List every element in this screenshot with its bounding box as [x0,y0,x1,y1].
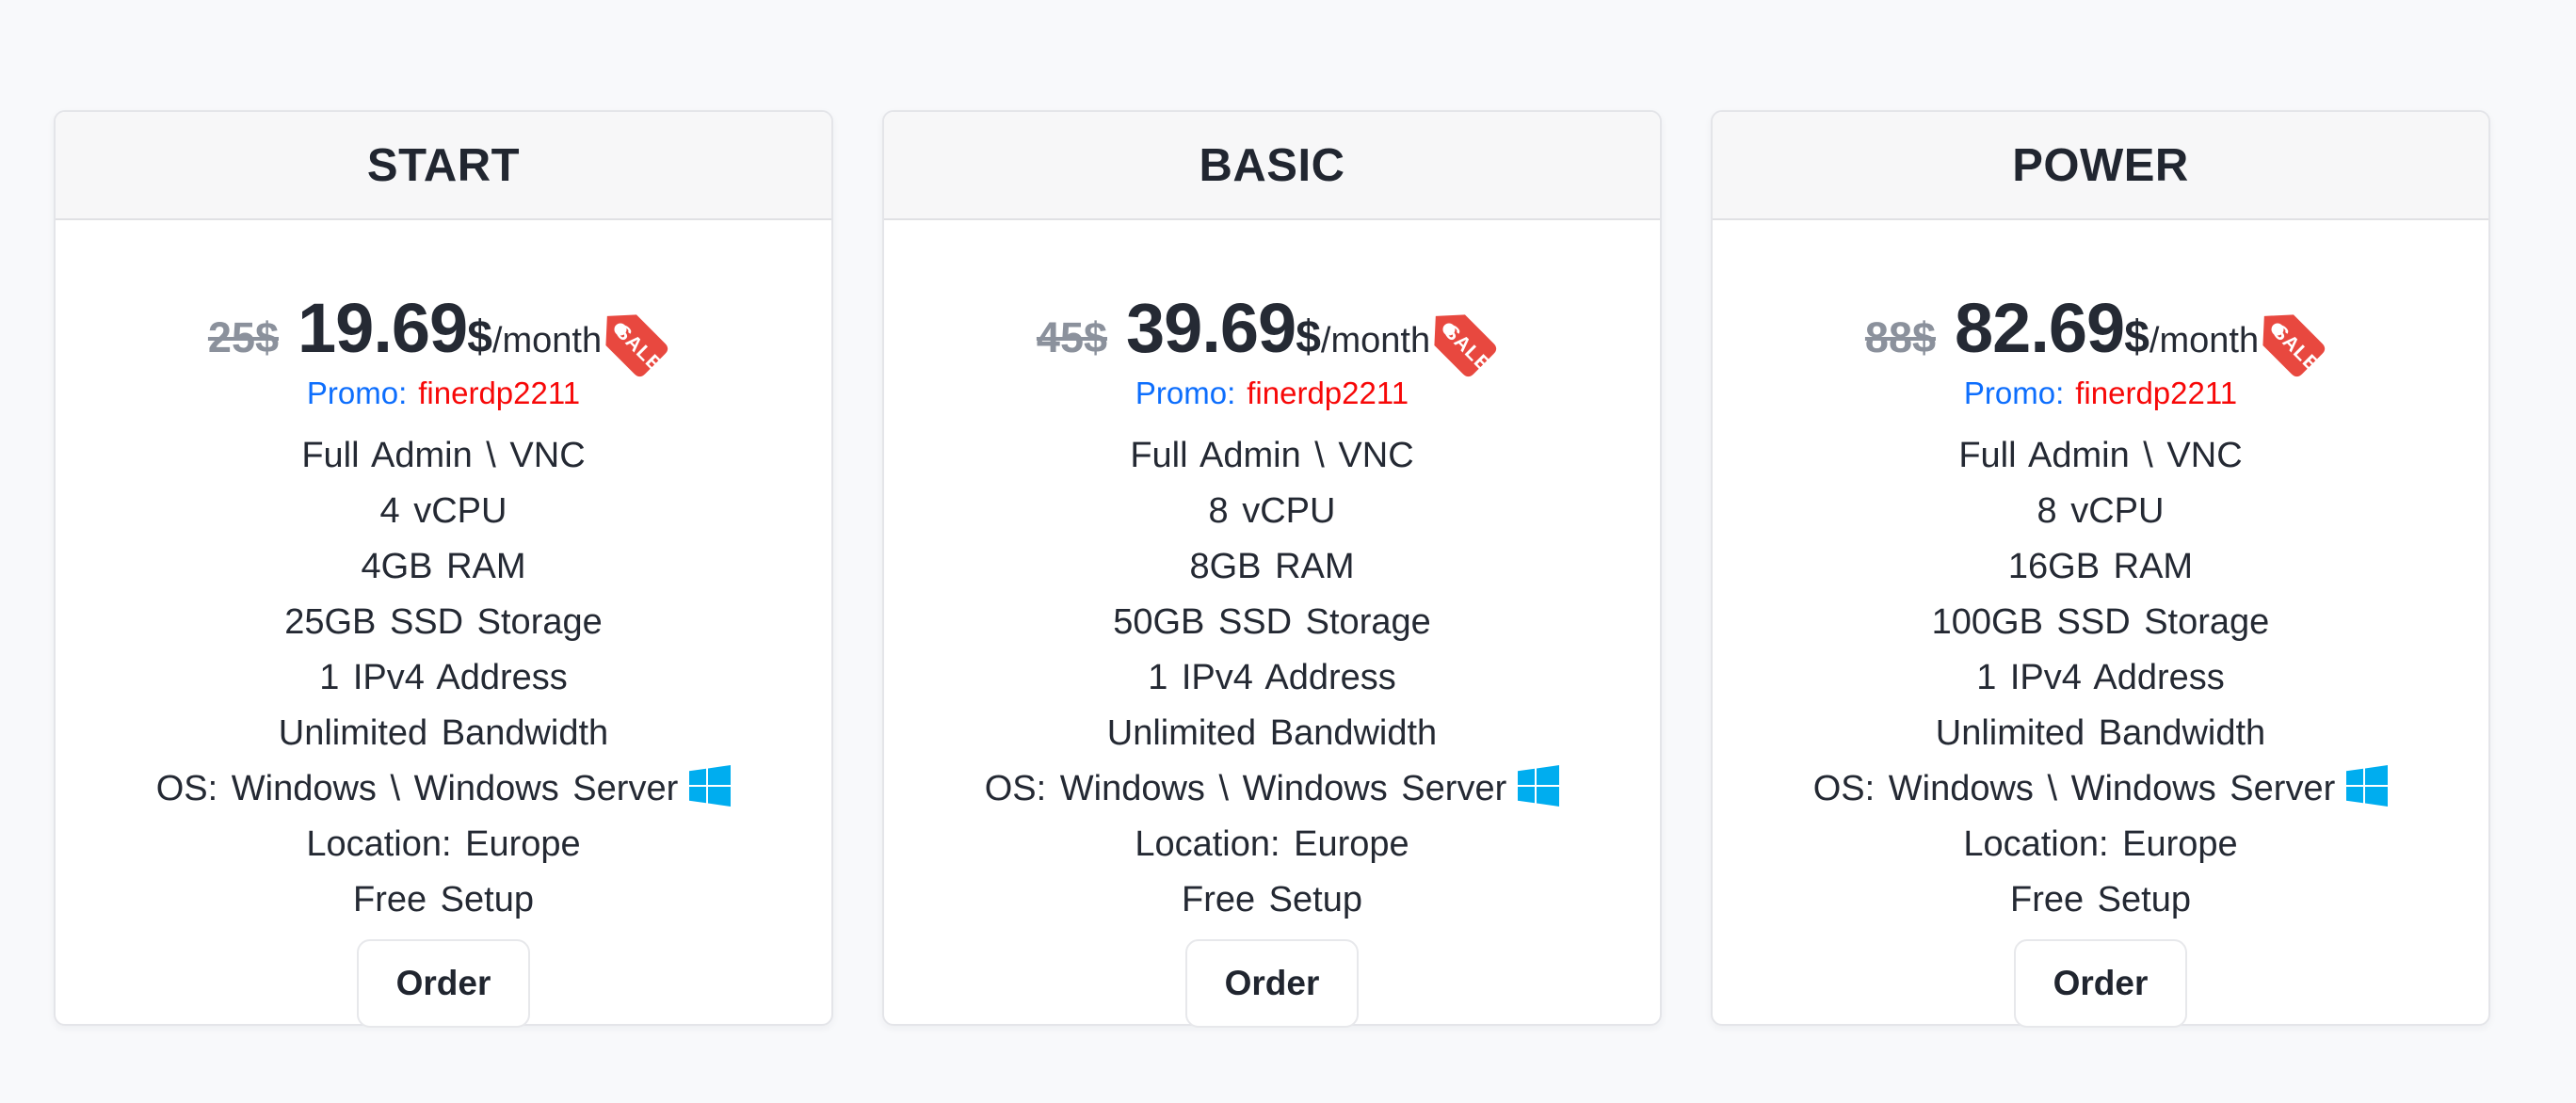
features-list: Full Admin \ VNC 4 vCPU 4GB RAM 25GB SSD… [156,428,732,928]
pricing-cards-row: START 25$ 19.69 $ /month SALE [54,110,2490,1028]
pricing-card-start: START 25$ 19.69 $ /month SALE [54,110,833,1028]
feature-item: Full Admin \ VNC [1130,436,1414,475]
feature-item: 4 vCPU [379,491,507,531]
price-row: 88$ 82.69 $ /month SALE [1864,258,2336,377]
promo-label: Promo: [1135,376,1236,410]
feature-item: Unlimited Bandwidth [278,713,609,753]
price-value: 19.69 [298,289,468,367]
feature-item: Location: Europe [1135,824,1409,864]
price-currency: $ [467,312,492,362]
windows-icon [2346,765,2389,807]
old-price: 45$ [1036,313,1108,361]
feature-item: 50GB SSD Storage [1113,602,1431,642]
promo-code: finerdp2211 [418,376,581,410]
windows-icon [689,765,732,807]
feature-item-os: OS: Windows \ Windows Server [1813,761,2389,817]
sale-tag-icon: SALE [1434,314,1497,377]
plan-title: START [56,112,831,220]
price-period: /month [491,321,603,360]
plan-title: BASIC [884,112,1660,220]
feature-item: 100GB SSD Storage [1931,602,2270,642]
order-button[interactable]: Order [1185,939,1359,1028]
order-button[interactable]: Order [2014,939,2187,1028]
pricing-card-power: POWER 88$ 82.69 $ /month SALE [1711,110,2490,1028]
promo-row: Promo: finerdp2211 [307,376,580,411]
feature-item: 8 vCPU [1208,491,1336,531]
promo-label: Promo: [1963,376,2065,410]
plan-body: 45$ 39.69 $ /month SALE Promo: finerdp221… [884,220,1660,1028]
feature-item: Location: Europe [306,824,581,864]
sale-tag-icon: SALE [605,314,668,377]
price-currency: $ [1296,312,1321,362]
plan-title: POWER [1713,112,2488,220]
promo-label: Promo: [306,376,408,410]
promo-row: Promo: finerdp2211 [1964,376,2237,411]
price-period: /month [1320,321,1431,360]
feature-item: 1 IPv4 Address [1148,658,1396,697]
feature-item: 1 IPv4 Address [319,658,568,697]
promo-row: Promo: finerdp2211 [1135,376,1409,411]
feature-item-os: OS: Windows \ Windows Server [156,761,732,817]
feature-item: Free Setup [352,880,534,919]
feature-item: 8 vCPU [2037,491,2165,531]
features-list: Full Admin \ VNC 8 vCPU 8GB RAM 50GB SSD… [985,428,1560,928]
price-period: /month [2149,321,2260,360]
old-price: 25$ [207,313,280,361]
plan-body: 88$ 82.69 $ /month SALE Promo: finerdp221… [1713,220,2488,1028]
feature-item-os: OS: Windows \ Windows Server [985,761,1560,817]
feature-item: 16GB RAM [2007,547,2194,586]
feature-item: Full Admin \ VNC [301,436,586,475]
feature-item: Full Admin \ VNC [1958,436,2243,475]
plan-body: 25$ 19.69 $ /month SALE Promo: finerdp221… [56,220,831,1028]
promo-code: finerdp2211 [1247,376,1409,410]
feature-item: 1 IPv4 Address [1976,658,2225,697]
price-row: 25$ 19.69 $ /month SALE [207,258,679,377]
feature-item: Unlimited Bandwidth [1935,713,2266,753]
feature-item: Free Setup [1181,880,1362,919]
old-price: 88$ [1864,313,1937,361]
feature-item: Free Setup [2009,880,2191,919]
price-value: 82.69 [1955,289,2125,367]
feature-item: Unlimited Bandwidth [1106,713,1438,753]
order-button[interactable]: Order [357,939,530,1028]
feature-item: 4GB RAM [361,547,526,586]
feature-item: 8GB RAM [1189,547,1355,586]
price-row: 45$ 39.69 $ /month SALE [1036,258,1507,377]
feature-item: 25GB SSD Storage [284,602,603,642]
features-list: Full Admin \ VNC 8 vCPU 16GB RAM 100GB S… [1813,428,2389,928]
pricing-card-basic: BASIC 45$ 39.69 $ /month SALE [882,110,1662,1028]
sale-tag-icon: SALE [2262,314,2326,377]
price-currency: $ [2124,312,2149,362]
windows-icon [1518,765,1560,807]
feature-item: Location: Europe [1963,824,2238,864]
promo-code: finerdp2211 [2075,376,2238,410]
price-value: 39.69 [1126,289,1296,367]
